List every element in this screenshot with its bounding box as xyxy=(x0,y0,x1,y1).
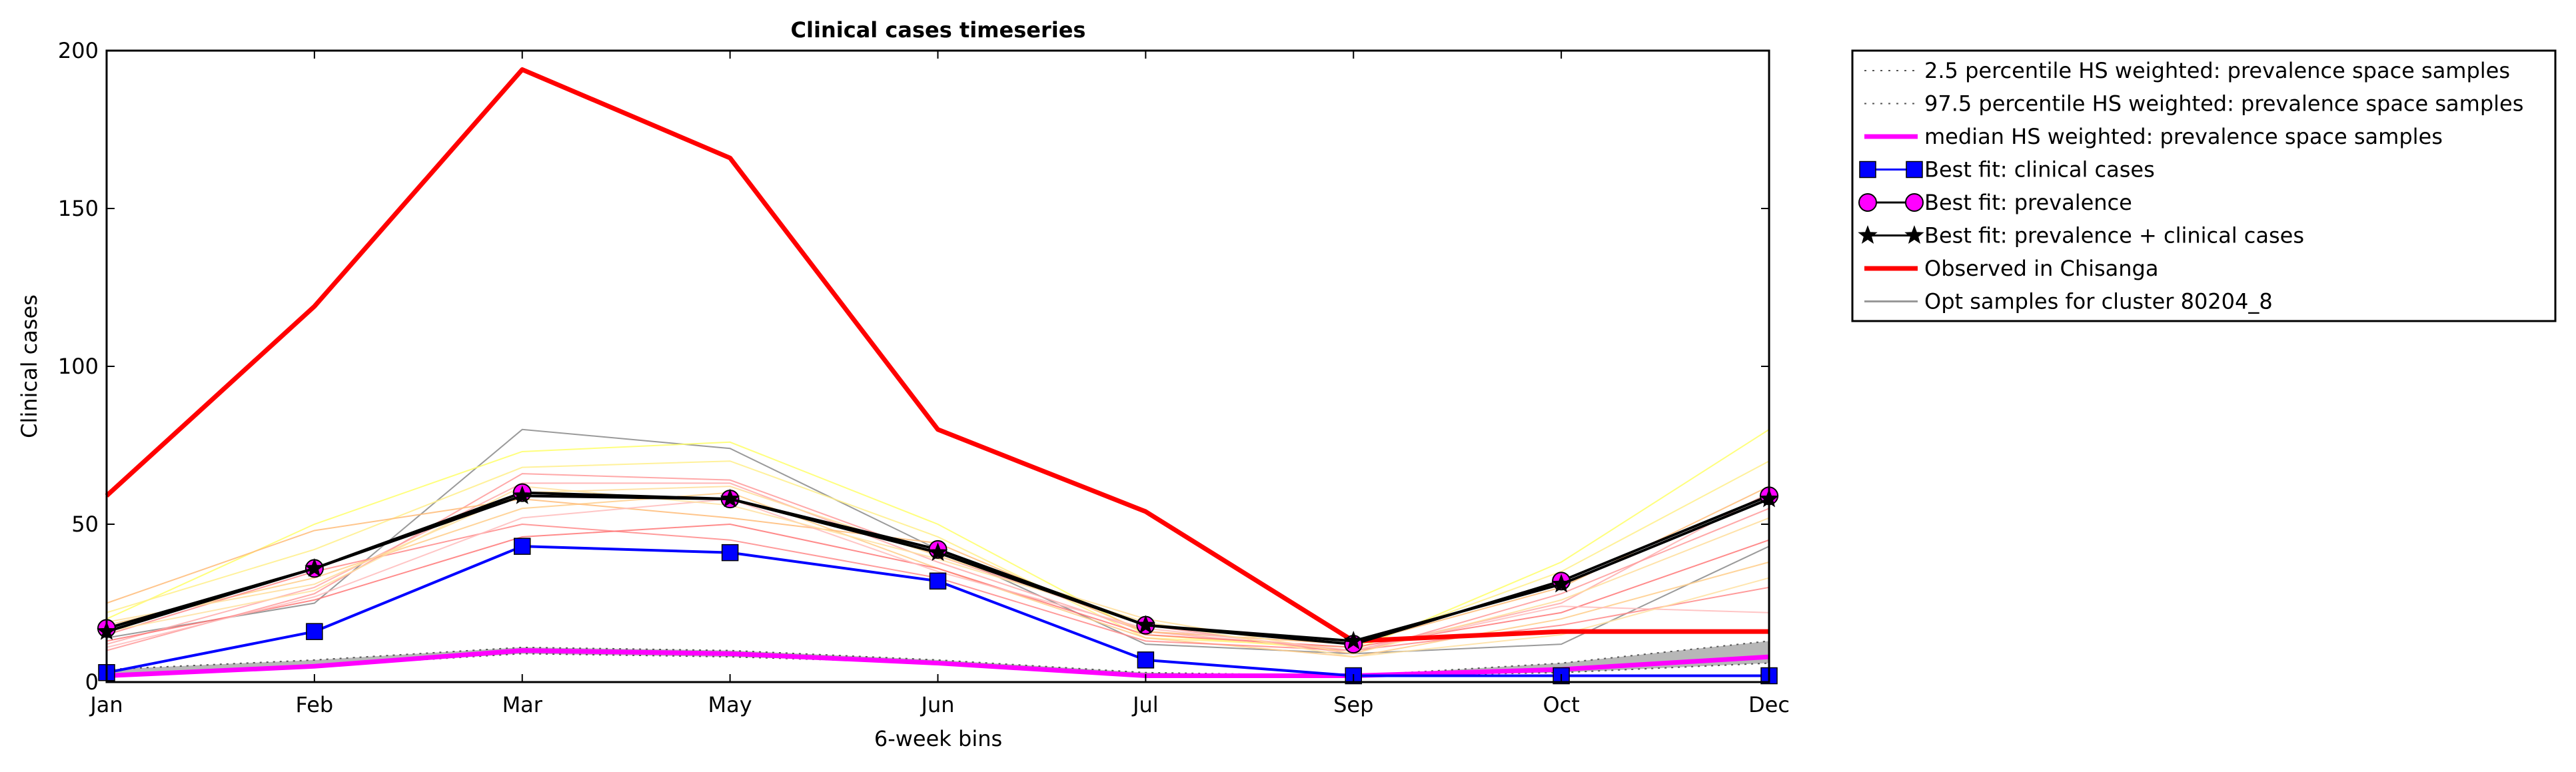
data-point-best-fit-prevalence-clinical-cases xyxy=(928,542,948,562)
data-point-best-fit-clinical-cases xyxy=(306,623,323,640)
x-axis-label: 6-week bins xyxy=(874,726,1002,751)
legend-label-best-fit-prevalence: Best fit: prevalence xyxy=(1924,190,2132,215)
data-point-best-fit-clinical-cases xyxy=(1137,651,1155,669)
y-tick-label: 200 xyxy=(58,38,99,63)
legend-marker-best-fit-prevalence-clinical-cases xyxy=(1858,225,1878,244)
legend-marker-best-fit-clinical-cases xyxy=(1859,161,1876,179)
legend-label-best-fit-prevalence-clinical-cases: Best fit: prevalence + clinical cases xyxy=(1924,223,2304,248)
legend-label-2-5-percentile-hs-weighted-prevalence-space-samples: 2.5 percentile HS weighted: prevalence s… xyxy=(1924,58,2510,83)
opt-sample-line-3 xyxy=(106,460,1770,648)
data-point-best-fit-prevalence-clinical-cases xyxy=(305,558,324,577)
data-point-best-fit-prevalence-clinical-cases xyxy=(720,488,740,508)
legend-label-best-fit-clinical-cases: Best fit: clinical cases xyxy=(1924,157,2155,183)
x-tick-label: Feb xyxy=(296,692,334,717)
opt-sample-line-12 xyxy=(106,486,1770,658)
data-point-best-fit-prevalence-clinical-cases xyxy=(1551,574,1571,593)
legend-marker-best-fit-prevalence xyxy=(1858,193,1877,212)
x-tick-label: Mar xyxy=(502,692,543,717)
legend: 2.5 percentile HS weighted: prevalence s… xyxy=(1851,49,2557,322)
opt-sample-line-2 xyxy=(106,428,1770,651)
chart-title: Clinical cases timeseries xyxy=(791,17,1086,43)
x-tick-label: Sep xyxy=(1333,692,1373,717)
legend-marker-best-fit-prevalence xyxy=(1905,193,1924,212)
legend-label-observed-in-chisanga: Observed in Chisanga xyxy=(1924,256,2158,281)
data-point-best-fit-clinical-cases xyxy=(929,572,947,590)
data-point-best-fit-clinical-cases xyxy=(514,538,531,555)
data-point-best-fit-prevalence-clinical-cases xyxy=(512,485,532,504)
axis-ticks: Jan Feb Mar May Jun Jul Sep Oct Dec 0 50 100 150 200 xyxy=(58,38,1790,717)
legend-label-97-5-percentile-hs-weighted-prevalence-space-samples: 97.5 percentile HS weighted: prevalence … xyxy=(1924,91,2523,117)
series-line-median-hs-weighted-prevalence-space-samples xyxy=(106,648,1770,679)
x-tick-label: Dec xyxy=(1748,692,1790,717)
y-tick-label: 100 xyxy=(58,354,99,379)
series-line-observed-in-chisanga xyxy=(105,67,1769,643)
x-tick-label: Jul xyxy=(1131,692,1159,717)
data-point-best-fit-clinical-cases xyxy=(721,544,739,562)
y-axis-label: Clinical cases xyxy=(17,294,42,438)
opt-sample-line-4 xyxy=(106,482,1770,651)
opt-sample-line-9 xyxy=(106,523,1770,648)
x-tick-label: May xyxy=(708,692,752,717)
x-tick-label: Jan xyxy=(89,692,123,717)
opt-sample-line-11 xyxy=(106,498,1770,651)
x-tick-label: Oct xyxy=(1543,692,1579,717)
data-point-best-fit-prevalence-clinical-cases xyxy=(1135,615,1156,634)
x-tick-label: Jun xyxy=(920,692,955,717)
legend-label-opt-samples-for-cluster-80204-8: Opt samples for cluster 80204_8 xyxy=(1924,289,2273,314)
legend-marker-best-fit-prevalence-clinical-cases xyxy=(1904,225,1924,244)
y-tick-label: 50 xyxy=(71,512,99,537)
legend-label-median-hs-weighted-prevalence-space-samples: median HS weighted: prevalence space sam… xyxy=(1924,124,2443,149)
data-point-best-fit-prevalence-clinical-cases xyxy=(1343,630,1363,649)
plot-area xyxy=(97,67,1779,685)
y-tick-label: 150 xyxy=(58,196,99,221)
y-tick-label: 0 xyxy=(85,669,99,695)
legend-box xyxy=(1851,49,2557,322)
legend-marker-best-fit-clinical-cases xyxy=(1906,161,1923,179)
series-line-97-5-percentile-hs-weighted-prevalence-space-samples xyxy=(106,640,1770,677)
